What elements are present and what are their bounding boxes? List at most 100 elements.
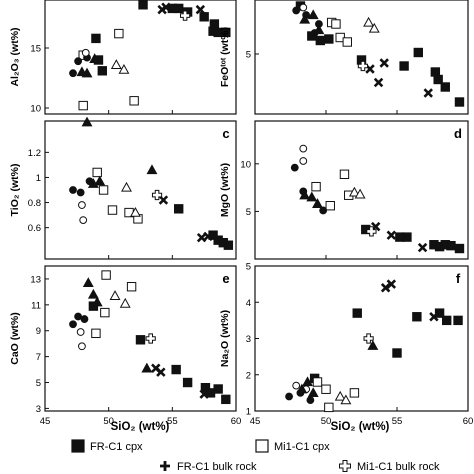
point-circle [80,315,89,323]
chart-panel-1: 10 15 Al₂O₃ (wt%) [9,0,237,115]
point-triangle [87,288,99,299]
legend-marker [160,461,170,471]
point-circle [69,320,77,329]
point-frc1-cpx [91,33,101,44]
y-tick-label: 11 [31,300,41,311]
point-mi1c1-cpx [312,377,323,387]
x-axis-label: SiO₂ (wt%) [111,421,170,433]
y-tick-label: 10 [30,104,41,115]
point-circle [299,144,308,153]
point-circle [299,3,308,12]
x-tick-label: 50 [321,416,332,427]
point-triangle [307,387,319,398]
legend: FR-C1 cpx FR-C1 bulk rock Mi1-C1 cpx Mi1-C1… [71,439,440,473]
point-frc1-bulk-rock [386,279,397,289]
plot-frame [44,120,237,260]
x-tick-label: 55 [392,416,403,427]
point-frc1-bulk-rock [423,88,433,98]
panel-letter: d [454,126,462,141]
point-triangle [299,13,311,24]
point-mi1c1-bulk-rock [145,333,156,344]
point-circle [292,381,301,390]
point-mi1c1-bulk-rock [179,10,191,21]
point-frc1-bulk-rock [195,4,206,15]
y-tick-label: 5 [246,50,251,61]
panel-letter: e [222,271,229,286]
x-tick-label: 45 [250,416,261,427]
point-frc1-bulk-rock [386,230,397,240]
point-frc1-cpx [399,61,409,71]
y-axis-label: MgO (wt%) [219,163,231,217]
point-mi1c1-cpx [92,167,102,178]
point-mi1c1-bulk-rock [366,226,377,237]
panel-letter: f [456,271,461,286]
plot-frame [44,265,237,412]
point-frc1-cpx [454,243,465,254]
y-tick-label: 9 [36,326,41,337]
legend-entry: FR-C1 bulk rock [160,461,257,473]
point-triangle [307,9,319,20]
point-triangle [91,296,103,307]
point-frc1-cpx [412,312,422,322]
point-circle [79,216,88,225]
point-frc1-cpx [324,34,334,44]
point-triangle [119,297,131,308]
point-frc1-cpx [174,3,184,14]
point-triangle [121,181,132,192]
point-triangle [89,53,101,63]
y-tick-label: 13 [30,274,41,285]
legend-entry: Mi1-C1 bulk rock [339,460,440,473]
chart-panel-2: 5 FeOᵗᵒᵗ (wt%) [219,0,469,115]
point-frc1-cpx [440,82,450,92]
point-mi1c1-cpx [126,282,137,292]
legend-label: FR-C1 bulk rock [177,461,257,473]
point-frc1-cpx [174,204,184,214]
point-frc1-cpx [392,348,402,358]
point-frc1-bulk-rock [417,242,428,253]
y-tick-label: 3 [36,404,41,415]
point-frc1-cpx [221,394,231,405]
point-mi1c1-cpx [100,307,110,318]
legend-entry: Mi1-C1 cpx [255,439,330,453]
y-tick-label: 5 [36,378,41,389]
point-triangle [109,290,121,300]
point-mi1c1-cpx [331,19,341,29]
point-circle [299,157,308,165]
point-triangle [340,394,352,405]
point-mi1c1-bulk-rock [357,60,369,72]
y-tick-label: 0.8 [28,198,41,209]
point-frc1-cpx [413,47,424,58]
point-circle [78,201,86,209]
point-frc1-cpx [352,308,362,318]
x-tick-label: 45 [40,416,51,427]
point-mi1c1-cpx [98,185,109,195]
chart-panel-3: 0.6 0.8 1 1.2 TiO₂ (wt%) c [9,116,237,260]
point-triangle [118,63,130,74]
point-frc1-cpx [213,384,223,394]
point-triangle [296,383,308,394]
plot-frame [254,120,469,260]
point-circle [74,57,83,66]
y-tick-label: 7 [36,352,41,363]
point-frc1-cpx [434,308,445,318]
y-tick-label: 0.6 [28,223,41,234]
point-triangle [141,362,153,373]
y-tick-label: 4 [246,298,251,309]
point-mi1c1-cpx [91,328,101,339]
point-mi1c1-cpx [107,205,118,215]
legend-label: Mi1-C1 cpx [274,441,330,453]
point-triangle [306,191,318,202]
y-tick-label: 5 [246,262,251,273]
y-tick-label: 3 [246,334,251,345]
legend-marker [71,439,85,453]
x-tick-label: 55 [167,416,178,427]
chart-panel-5: 3 5 7 9 11 13 45 50 55 60 CaO (wt%) e [9,265,241,427]
legend-marker [255,439,269,453]
y-axis-label: TiO₂ (wt%) [9,164,21,217]
point-circle [285,392,293,401]
point-circle [76,188,85,197]
point-frc1-cpx [171,364,181,375]
legend-label: FR-C1 cpx [90,441,143,453]
